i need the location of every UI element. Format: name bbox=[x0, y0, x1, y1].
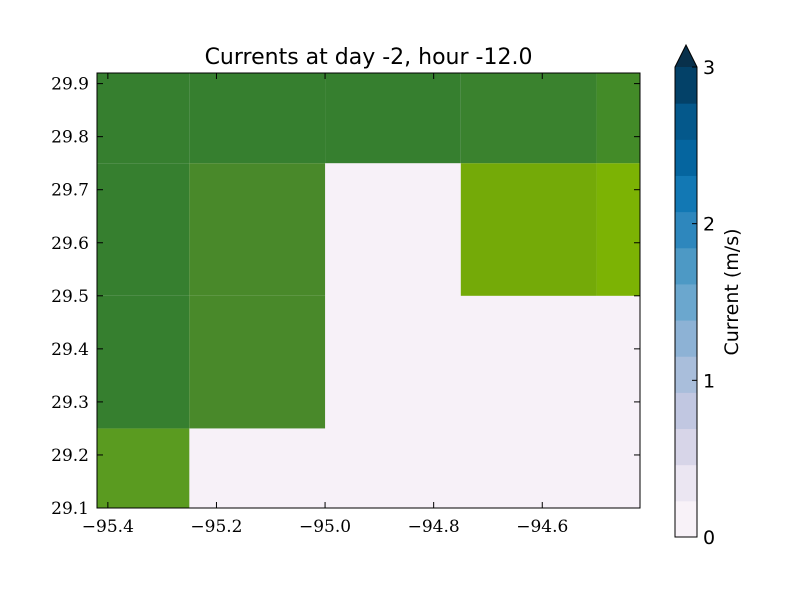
colorbar-segment bbox=[675, 247, 697, 285]
y-tick-label: 29.6 bbox=[51, 234, 89, 254]
x-tick-label: −94.8 bbox=[408, 517, 460, 537]
colorbar: 0 1 2 3 bbox=[674, 43, 715, 549]
colorbar-segment bbox=[675, 464, 697, 502]
y-tick-label: 29.7 bbox=[51, 181, 89, 201]
heatmap-cell bbox=[460, 73, 597, 164]
chart-title: Currents at day -2, hour -12.0 bbox=[205, 45, 533, 70]
y-tick-label: 29.2 bbox=[51, 446, 89, 466]
colorbar-segment bbox=[675, 211, 697, 249]
y-tick-label: 29.8 bbox=[51, 128, 89, 148]
colorbar-tick-label: 0 bbox=[703, 527, 715, 549]
colorbar-segment bbox=[675, 103, 697, 140]
colorbar-segment bbox=[675, 392, 697, 430]
colorbar-tick-label: 2 bbox=[703, 214, 715, 236]
colorbar-segment bbox=[675, 320, 697, 357]
heatmap-cell bbox=[189, 163, 326, 296]
y-tick-label: 29.5 bbox=[51, 287, 89, 307]
colorbar-segment bbox=[675, 500, 697, 538]
y-axis: 29.1 29.2 29.3 29.4 29.5 29.6 29.7 29.8 29.9 bbox=[51, 75, 640, 519]
heatmap-cell bbox=[97, 73, 190, 164]
colorbar-segment bbox=[675, 175, 697, 213]
colorbar-extend-arrow bbox=[675, 45, 697, 67]
heatmap-cells bbox=[97, 73, 640, 508]
heatmap-cell bbox=[596, 163, 640, 296]
colorbar-segment bbox=[675, 356, 697, 393]
x-tick-label: −95.0 bbox=[299, 517, 351, 537]
colorbar-segment bbox=[675, 67, 697, 104]
y-tick-label: 29.4 bbox=[51, 340, 89, 360]
colorbar-label: Current (m/s) bbox=[721, 228, 743, 355]
x-tick-label: −95.4 bbox=[82, 517, 134, 537]
heatmap-cell bbox=[97, 163, 190, 296]
heatmap-cell bbox=[97, 428, 190, 508]
heatmap-cell bbox=[189, 295, 326, 429]
heatmap-cell bbox=[97, 295, 190, 429]
y-tick-label: 29.9 bbox=[51, 75, 89, 95]
heatmap-cell bbox=[460, 163, 597, 296]
colorbar-tick-label: 1 bbox=[703, 370, 715, 392]
colorbar-segment bbox=[675, 139, 697, 176]
x-axis: −95.4 −95.2 −95.0 −94.8 −94.6 bbox=[82, 73, 568, 537]
colorbar-segment bbox=[675, 428, 697, 466]
colorbar-segment bbox=[675, 283, 697, 321]
y-tick-label: 29.1 bbox=[51, 499, 89, 519]
heatmap-cell bbox=[325, 73, 461, 164]
x-tick-label: −95.2 bbox=[190, 517, 242, 537]
plot-frame bbox=[96, 72, 641, 509]
heatmap-cell bbox=[596, 73, 640, 164]
x-tick-label: −94.6 bbox=[516, 517, 568, 537]
heatmap-cell bbox=[189, 73, 326, 164]
y-tick-label: 29.3 bbox=[51, 393, 89, 413]
colorbar-tick-label: 3 bbox=[703, 57, 715, 79]
